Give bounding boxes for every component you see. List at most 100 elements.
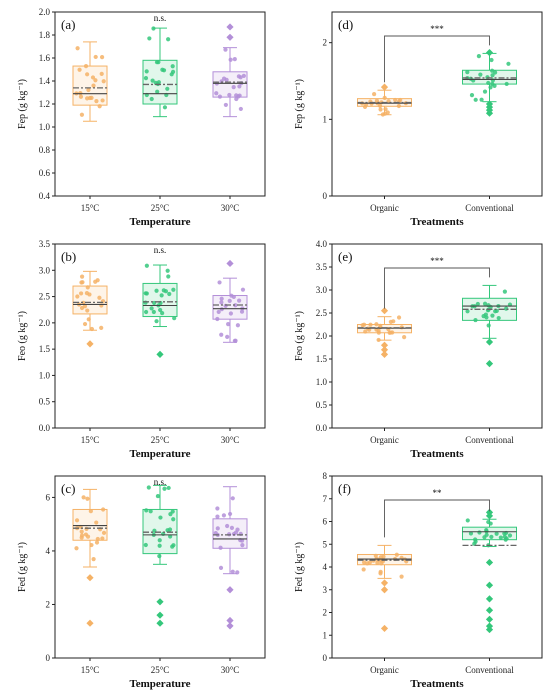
outlier-marker [380, 350, 389, 358]
data-point [157, 543, 162, 548]
data-point [94, 540, 100, 545]
data-point [87, 292, 92, 297]
y-tick-label: 2.0 [39, 318, 51, 328]
y-tick-label: 2.5 [39, 292, 51, 302]
data-point [158, 515, 163, 520]
data-point [219, 296, 224, 301]
data-point [361, 567, 366, 572]
plot-frame [331, 243, 543, 429]
data-point [89, 326, 95, 332]
significance-label: ** [433, 488, 443, 498]
data-point [100, 536, 105, 541]
data-point [231, 84, 236, 90]
x-tick-label: 30°C [221, 435, 240, 445]
outlier-marker [380, 624, 389, 633]
data-point [506, 61, 511, 66]
data-point [169, 72, 174, 77]
data-point [473, 97, 478, 102]
data-point [378, 571, 383, 576]
data-point [396, 103, 401, 109]
data-point [88, 509, 93, 514]
data-point [502, 531, 507, 536]
data-point [93, 78, 98, 83]
data-point [218, 545, 223, 550]
outlier-marker [156, 350, 164, 358]
data-point [228, 57, 233, 62]
y-tick-label: 0.0 [39, 423, 51, 433]
data-point [79, 291, 84, 296]
x-tick-label: 25°C [151, 203, 170, 213]
data-point [488, 521, 493, 526]
data-point [144, 263, 149, 268]
data-point [484, 532, 489, 537]
outlier-marker [380, 83, 389, 91]
box-25°C [142, 26, 178, 118]
outlier-marker [226, 616, 234, 625]
data-point [367, 560, 373, 565]
outlier-marker [485, 606, 494, 614]
x-axis-title: Treatments [410, 678, 464, 690]
data-point [223, 47, 228, 52]
data-point [85, 72, 90, 77]
y-tick-label: 0.8 [39, 145, 51, 155]
data-point [217, 94, 223, 99]
data-point [82, 321, 88, 327]
x-tick-label: 15°C [81, 665, 100, 675]
data-point [162, 105, 168, 110]
panel-c: 0 2 4 6 15°C 25°C 30°C Temperature Fed (g kg⁻¹) (… [17, 475, 266, 690]
data-point [166, 37, 171, 42]
data-point [468, 531, 474, 536]
data-point [387, 330, 392, 335]
data-point [473, 537, 478, 542]
data-point [79, 535, 84, 540]
data-point [382, 95, 387, 101]
data-point [478, 72, 483, 77]
data-point [233, 530, 239, 535]
data-point [230, 569, 235, 574]
x-tick-label: Organic [370, 203, 399, 213]
box-Conventional [462, 284, 517, 368]
data-point [489, 534, 494, 539]
data-point [498, 535, 503, 540]
data-point [85, 96, 90, 101]
data-point [100, 98, 105, 103]
data-point [479, 97, 484, 102]
data-point [171, 517, 176, 522]
data-point [490, 73, 495, 78]
data-point [97, 295, 102, 300]
x-tick-label: Organic [370, 435, 399, 445]
y-tick-label: 0.4 [39, 191, 51, 201]
data-point [237, 298, 242, 303]
data-point [241, 73, 246, 78]
data-point [171, 543, 176, 548]
panel-label: (e) [338, 249, 352, 264]
data-point [93, 54, 98, 60]
data-point [217, 280, 222, 285]
data-point [393, 97, 398, 103]
data-point [373, 553, 378, 558]
data-point [85, 285, 90, 290]
box-15°C [72, 270, 108, 348]
data-point [86, 87, 91, 93]
data-point [378, 323, 383, 329]
data-point [144, 291, 149, 296]
data-point [90, 75, 96, 80]
y-tick-label: 4.0 [316, 239, 328, 249]
data-point [362, 104, 368, 109]
data-point [235, 323, 240, 328]
data-point [502, 289, 507, 294]
data-point [160, 310, 165, 316]
data-point [473, 317, 478, 323]
significance-label: *** [430, 24, 444, 34]
data-point [465, 518, 470, 523]
outlier-marker [380, 307, 389, 315]
y-tick-label: 2.5 [316, 308, 328, 318]
panel-label: (b) [61, 249, 76, 264]
y-tick-label: 1 [323, 114, 328, 124]
data-point [363, 329, 368, 334]
data-point [240, 543, 245, 548]
box-30°C [212, 486, 248, 630]
data-point [149, 306, 154, 311]
panel-b: 0.0 0.5 1.0 1.5 2.0 2.5 3.0 3.5 15°C 25°C 30°C Temp… [17, 239, 266, 460]
